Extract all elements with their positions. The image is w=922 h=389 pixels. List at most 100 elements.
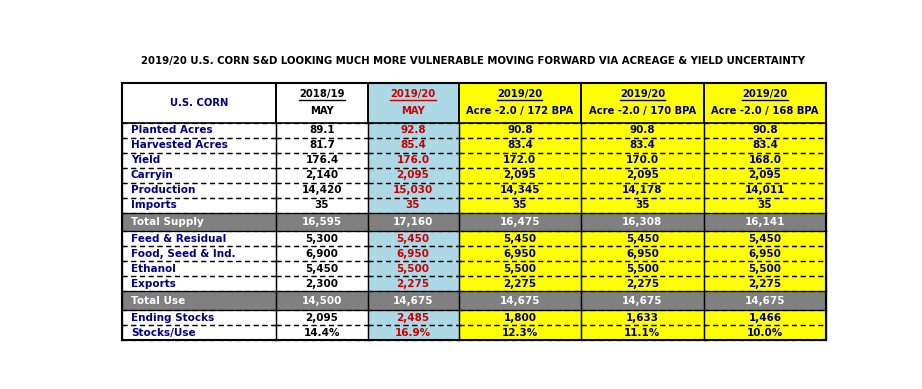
Text: Exports: Exports: [131, 279, 176, 289]
Text: Production: Production: [131, 185, 195, 195]
Bar: [703, 246, 826, 261]
Text: 176.0: 176.0: [396, 155, 430, 165]
Bar: [703, 310, 826, 325]
Bar: [458, 277, 581, 291]
Text: 2,275: 2,275: [503, 279, 537, 289]
Bar: [581, 231, 703, 246]
Bar: [123, 231, 277, 246]
Bar: [458, 182, 581, 198]
Text: 90.8: 90.8: [752, 125, 778, 135]
Text: 14,345: 14,345: [500, 185, 540, 195]
Text: 14,011: 14,011: [745, 185, 786, 195]
Text: 1,633: 1,633: [626, 313, 659, 323]
Text: 83.4: 83.4: [507, 140, 533, 150]
Bar: [581, 261, 703, 277]
Text: 14,675: 14,675: [622, 296, 663, 306]
Bar: [458, 231, 581, 246]
Text: 5,500: 5,500: [503, 264, 537, 274]
Bar: [368, 246, 458, 261]
Text: 2,095: 2,095: [396, 170, 430, 180]
Text: 16,475: 16,475: [500, 217, 540, 227]
Text: Imports: Imports: [131, 200, 177, 210]
Bar: [581, 198, 703, 213]
Bar: [581, 82, 703, 123]
Bar: [123, 246, 277, 261]
Text: 5,450: 5,450: [396, 234, 430, 244]
Text: 14,178: 14,178: [622, 185, 663, 195]
Text: 14,500: 14,500: [301, 296, 342, 306]
Bar: [123, 325, 277, 340]
Bar: [368, 213, 458, 231]
Text: 5,450: 5,450: [749, 234, 782, 244]
Text: Total Use: Total Use: [131, 296, 185, 306]
Text: 11.1%: 11.1%: [624, 328, 660, 338]
Bar: [581, 123, 703, 138]
Text: 6,950: 6,950: [396, 249, 430, 259]
Bar: [368, 325, 458, 340]
Text: 168.0: 168.0: [749, 155, 782, 165]
Text: 81.7: 81.7: [309, 140, 335, 150]
Bar: [368, 231, 458, 246]
Bar: [703, 231, 826, 246]
Text: 6,900: 6,900: [305, 249, 338, 259]
Bar: [581, 310, 703, 325]
Text: Ethanol: Ethanol: [131, 264, 176, 274]
Text: 2,300: 2,300: [305, 279, 338, 289]
Text: 2,095: 2,095: [749, 170, 781, 180]
Bar: [581, 246, 703, 261]
Text: 17,160: 17,160: [393, 217, 433, 227]
Bar: [123, 82, 826, 340]
Bar: [581, 182, 703, 198]
Bar: [277, 231, 368, 246]
Text: 90.8: 90.8: [507, 125, 533, 135]
Text: 10.0%: 10.0%: [747, 328, 783, 338]
Bar: [703, 277, 826, 291]
Text: Harvested Acres: Harvested Acres: [131, 140, 228, 150]
Bar: [277, 152, 368, 168]
Text: 35: 35: [513, 200, 527, 210]
Text: 35: 35: [314, 200, 329, 210]
Text: 2019/20: 2019/20: [620, 89, 665, 99]
Bar: [458, 213, 581, 231]
Bar: [703, 82, 826, 123]
Text: 2019/20: 2019/20: [742, 89, 787, 99]
Text: 92.8: 92.8: [400, 125, 426, 135]
Bar: [458, 123, 581, 138]
Bar: [123, 261, 277, 277]
Bar: [277, 277, 368, 291]
Text: 14,675: 14,675: [393, 296, 433, 306]
Text: 35: 35: [635, 200, 650, 210]
Bar: [458, 152, 581, 168]
Bar: [703, 261, 826, 277]
Bar: [703, 138, 826, 152]
Text: 5,500: 5,500: [749, 264, 782, 274]
Bar: [703, 123, 826, 138]
Text: 2019/20 U.S. CORN S&D LOOKING MUCH MORE VULNERABLE MOVING FORWARD VIA ACREAGE & : 2019/20 U.S. CORN S&D LOOKING MUCH MORE …: [140, 56, 805, 66]
Text: Stocks/Use: Stocks/Use: [131, 328, 195, 338]
Bar: [277, 291, 368, 310]
Bar: [458, 246, 581, 261]
Text: 2,095: 2,095: [503, 170, 537, 180]
Text: 35: 35: [406, 200, 420, 210]
Text: 5,300: 5,300: [305, 234, 338, 244]
Text: Carryin: Carryin: [131, 170, 173, 180]
Bar: [368, 291, 458, 310]
Text: U.S. CORN: U.S. CORN: [171, 98, 229, 108]
Bar: [368, 168, 458, 182]
Bar: [277, 198, 368, 213]
Bar: [368, 310, 458, 325]
Text: 172.0: 172.0: [503, 155, 537, 165]
Bar: [368, 152, 458, 168]
Bar: [703, 198, 826, 213]
Text: 2,485: 2,485: [396, 313, 430, 323]
Bar: [703, 152, 826, 168]
Text: 1,466: 1,466: [749, 313, 782, 323]
Bar: [123, 198, 277, 213]
Text: 14,675: 14,675: [500, 296, 540, 306]
Bar: [458, 168, 581, 182]
Bar: [123, 168, 277, 182]
Text: 2019/20: 2019/20: [497, 89, 542, 99]
Bar: [458, 82, 581, 123]
Text: 14.4%: 14.4%: [303, 328, 340, 338]
Bar: [368, 198, 458, 213]
